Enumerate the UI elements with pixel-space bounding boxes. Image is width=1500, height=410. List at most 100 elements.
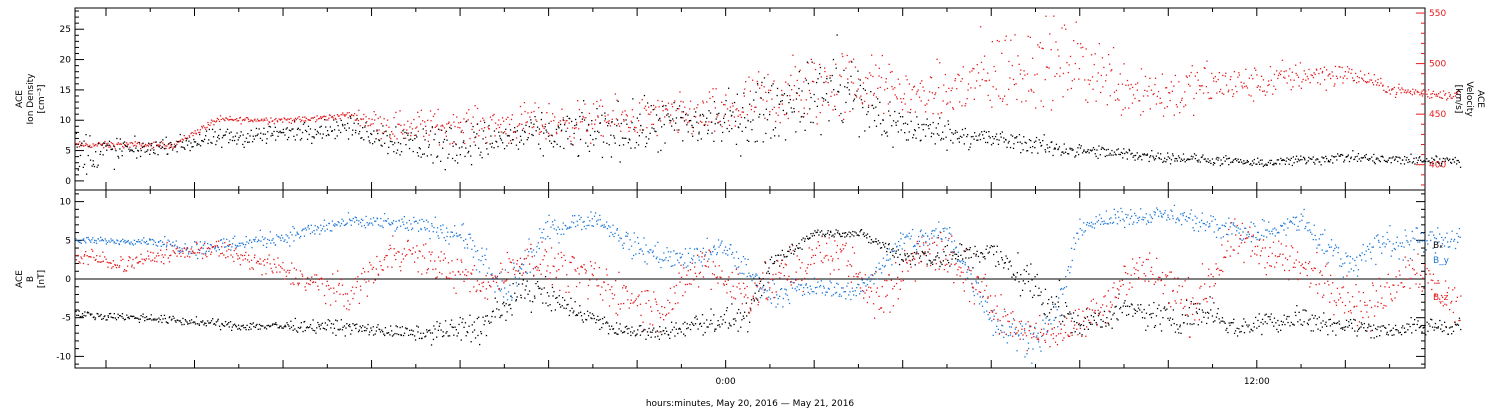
data-point	[1388, 324, 1390, 326]
data-point	[551, 135, 554, 137]
data-point	[93, 241, 95, 244]
data-point	[1076, 322, 1078, 324]
data-point	[747, 120, 749, 122]
data-point	[1044, 288, 1047, 290]
data-point	[721, 101, 723, 103]
data-point	[780, 254, 782, 256]
data-point	[276, 234, 278, 236]
data-point	[1328, 319, 1330, 321]
data-point	[567, 303, 569, 306]
data-point	[1326, 69, 1328, 71]
data-point	[542, 155, 544, 157]
data-point	[1416, 162, 1418, 164]
data-point	[202, 140, 205, 143]
data-point	[86, 144, 88, 146]
data-point	[372, 217, 375, 219]
data-point	[1008, 261, 1010, 263]
data-point	[699, 322, 702, 324]
data-point	[1012, 78, 1015, 81]
data-point	[138, 241, 140, 243]
data-point	[1269, 318, 1271, 321]
data-point	[1360, 326, 1362, 328]
data-point	[917, 123, 919, 125]
data-point	[502, 132, 504, 134]
data-point	[1234, 330, 1237, 332]
data-point	[451, 142, 454, 144]
data-point	[1100, 148, 1102, 150]
data-point	[635, 127, 637, 129]
data-point	[576, 220, 578, 222]
data-point	[268, 121, 270, 123]
data-point	[1031, 90, 1033, 92]
data-point	[496, 141, 498, 143]
data-point	[608, 325, 610, 327]
data-point	[472, 256, 475, 258]
data-point	[483, 119, 485, 121]
data-point	[356, 114, 358, 116]
data-point	[701, 121, 703, 123]
data-point	[1454, 92, 1456, 94]
data-point	[1214, 162, 1216, 164]
data-point	[1217, 308, 1219, 310]
data-point	[339, 328, 341, 330]
data-point	[441, 232, 443, 234]
data-point	[691, 126, 693, 128]
data-point	[131, 315, 134, 318]
data-point	[165, 147, 167, 149]
data-point	[217, 136, 219, 138]
data-point	[395, 220, 397, 223]
data-point	[1371, 156, 1373, 158]
data-point	[407, 134, 409, 136]
data-point	[673, 102, 675, 104]
data-point	[410, 132, 412, 134]
data-point	[176, 141, 179, 143]
data-point	[1157, 152, 1159, 154]
data-point	[351, 134, 353, 136]
data-point	[1240, 330, 1242, 333]
data-point	[1243, 82, 1245, 84]
data-point	[627, 142, 629, 144]
data-point	[1350, 72, 1352, 74]
data-point	[742, 107, 744, 109]
data-point	[744, 311, 746, 313]
data-point	[923, 252, 925, 254]
data-point	[1098, 312, 1100, 314]
data-point	[762, 278, 764, 280]
data-point	[1083, 150, 1085, 152]
data-point	[273, 123, 275, 125]
data-point	[1141, 317, 1144, 319]
data-point	[555, 131, 558, 133]
data-point	[1119, 153, 1121, 156]
data-point	[949, 101, 951, 103]
data-point	[1204, 158, 1206, 160]
data-point	[1180, 160, 1182, 162]
data-point	[652, 109, 654, 111]
data-point	[239, 329, 242, 331]
data-point	[1313, 72, 1315, 74]
data-point	[281, 234, 283, 236]
data-point	[552, 113, 554, 115]
data-point	[942, 138, 945, 140]
data-point	[1434, 326, 1436, 328]
data-point	[893, 256, 895, 258]
data-point	[1034, 276, 1036, 278]
data-point	[980, 252, 983, 254]
data-point	[93, 145, 95, 147]
data-point	[597, 315, 599, 317]
data-point	[252, 322, 254, 324]
data-point	[114, 148, 116, 150]
data-point	[144, 316, 146, 319]
data-point	[1334, 83, 1336, 85]
data-point	[546, 112, 548, 114]
data-point	[1354, 330, 1356, 332]
data-point	[181, 248, 183, 250]
data-point	[420, 228, 422, 230]
data-point	[385, 130, 387, 132]
data-point	[445, 135, 447, 137]
data-point	[252, 121, 254, 123]
data-point	[297, 233, 300, 235]
data-point	[1404, 156, 1406, 158]
data-point	[856, 234, 858, 236]
data-point	[382, 226, 384, 229]
data-point	[1067, 89, 1069, 91]
